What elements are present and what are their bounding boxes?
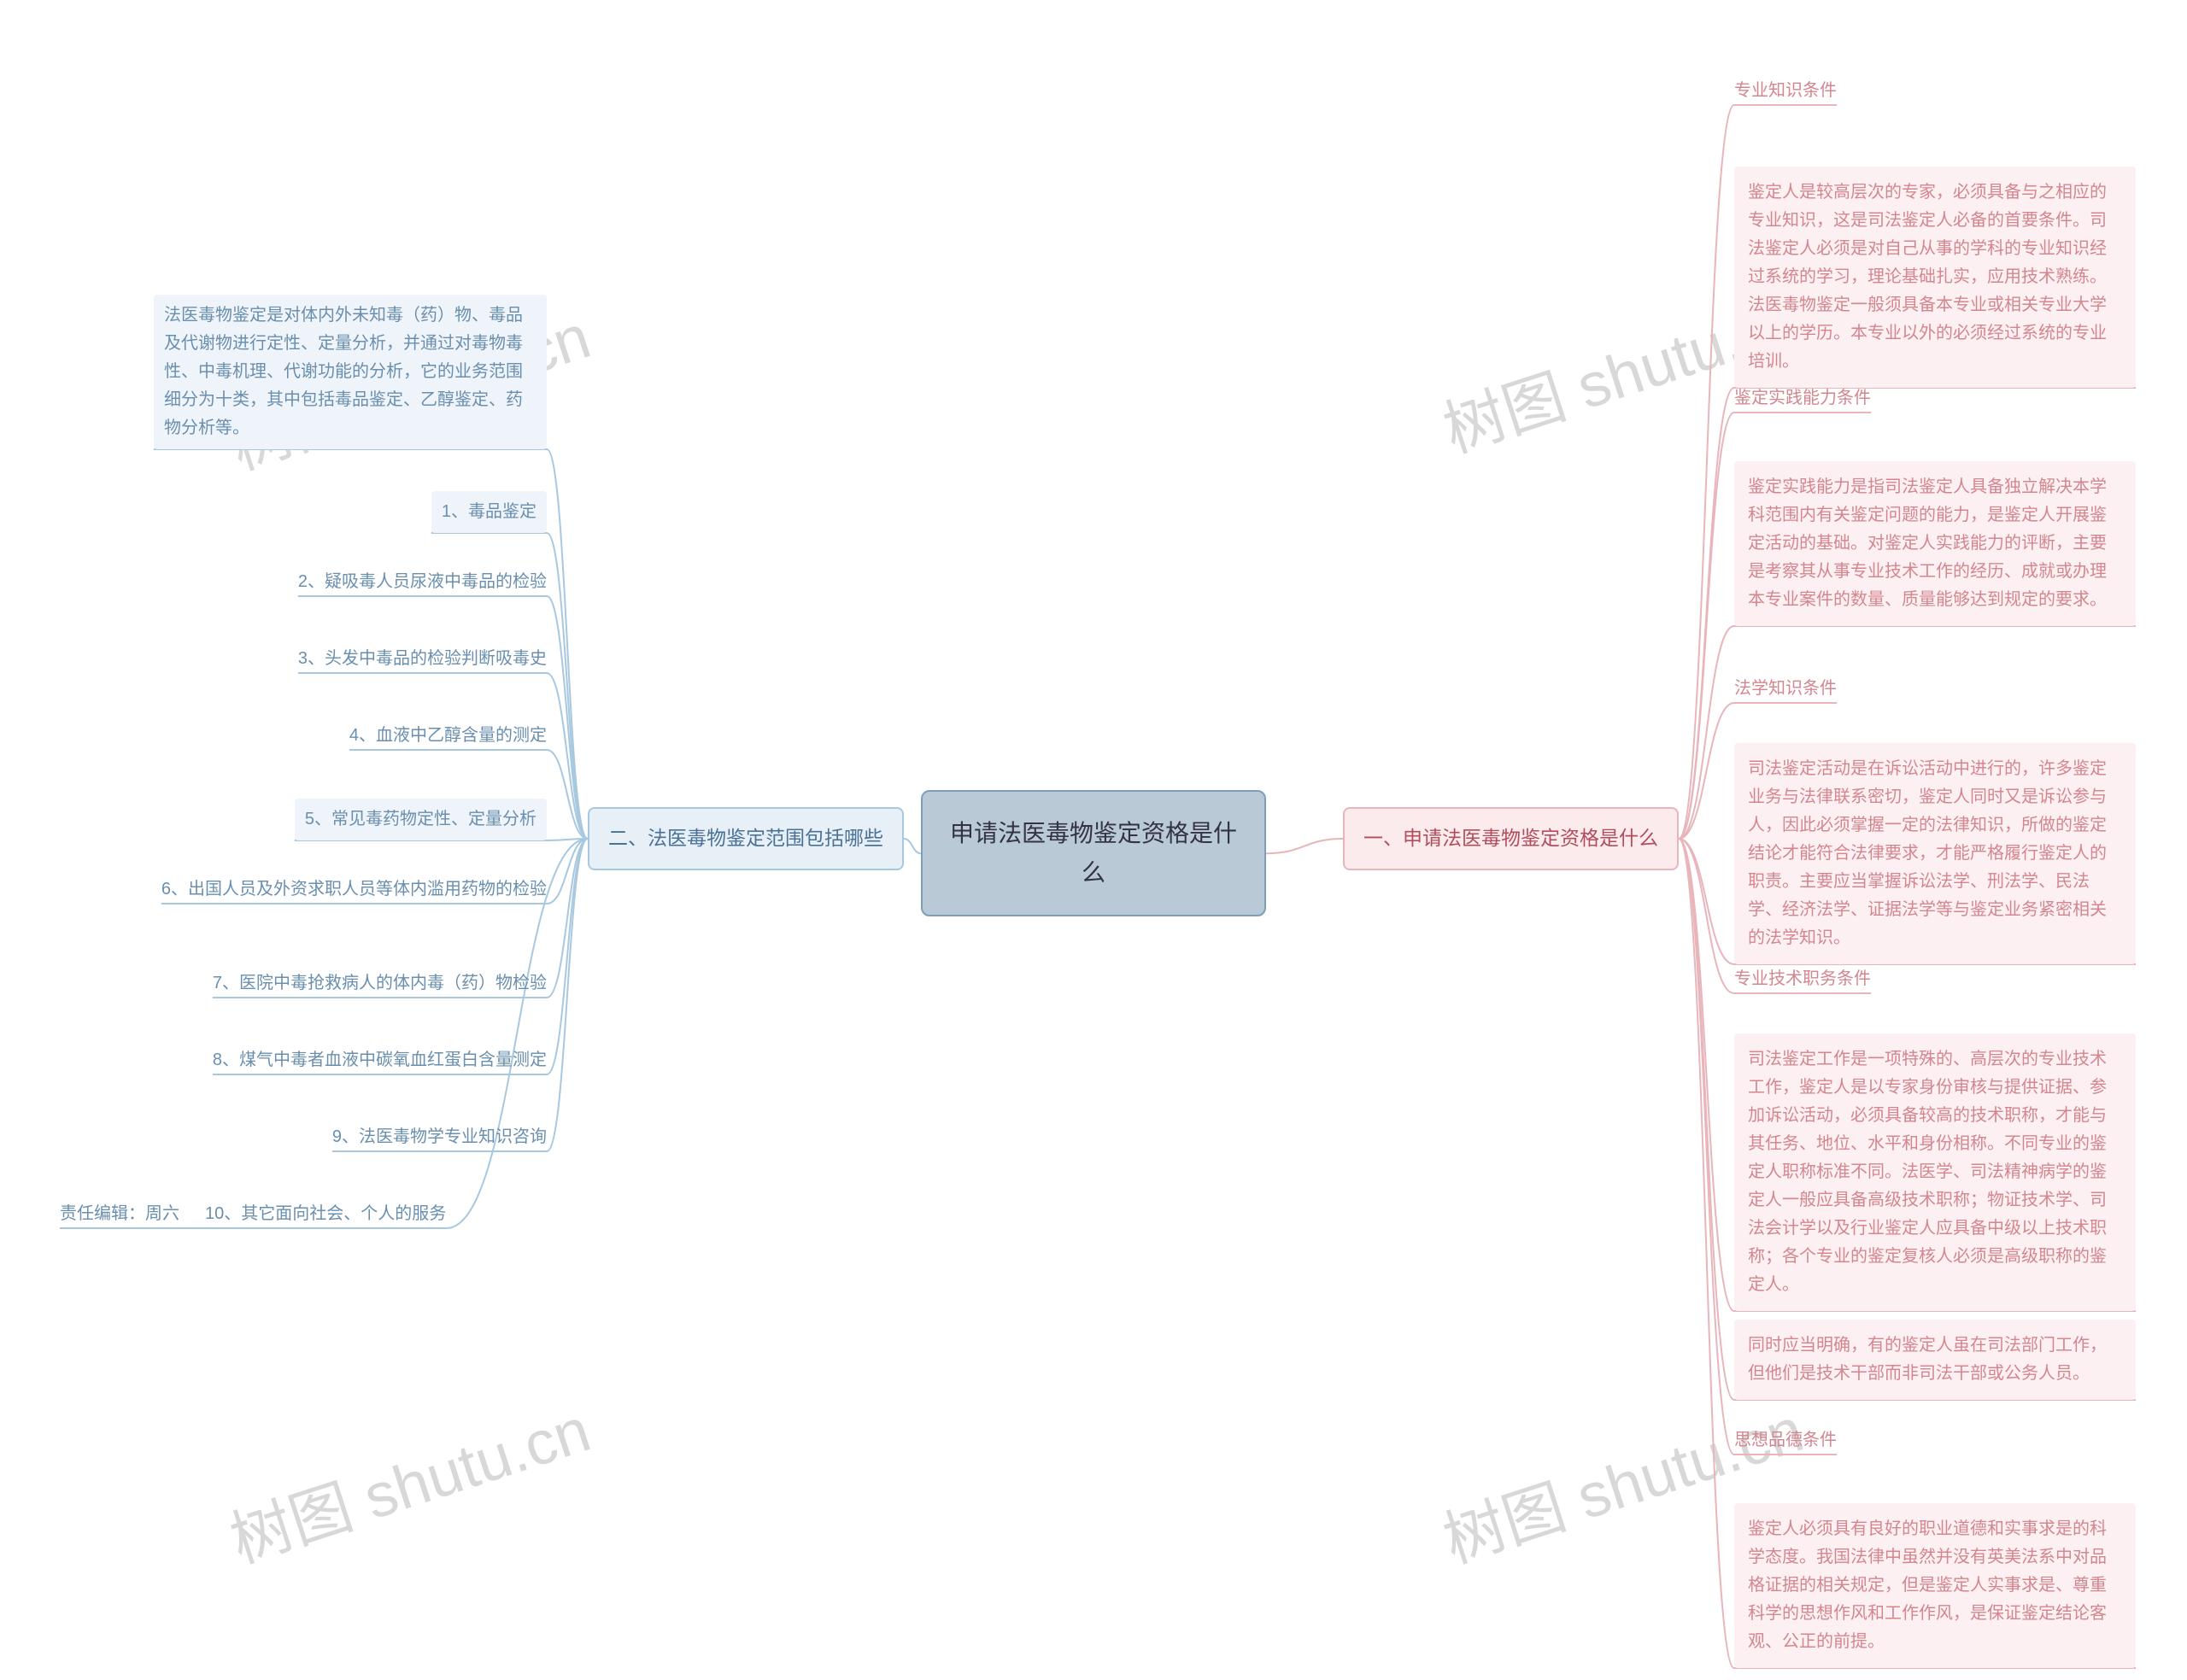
left-leaf[interactable]: 6、出国人员及外资求职人员等体内滥用药物的检验 <box>161 875 547 904</box>
left-leaf[interactable]: 法医毒物鉴定是对体内外未知毒（药）物、毒品及代谢物进行定性、定量分析，并通过对毒… <box>154 295 547 449</box>
right-leaf[interactable]: 思想品德条件 <box>1734 1426 1837 1455</box>
left-leaf[interactable]: 1、毒品鉴定 <box>431 491 547 533</box>
right-leaf[interactable]: 鉴定实践能力条件 <box>1734 384 1871 413</box>
left-leaf[interactable]: 3、头发中毒品的检验判断吸毒史 <box>298 645 547 673</box>
right-leaf[interactable]: 司法鉴定活动是在诉讼活动中进行的，许多鉴定业务与法律联系密切，鉴定人同时又是诉讼… <box>1734 743 2136 964</box>
left-leaf[interactable]: 8、煤气中毒者血液中碳氧血红蛋白含量测定 <box>213 1046 547 1074</box>
right-leaf[interactable]: 鉴定人必须具有良好的职业道德和实事求是的科学态度。我国法律中虽然并没有英美法系中… <box>1734 1503 2136 1668</box>
left-leaf[interactable]: 2、疑吸毒人员尿液中毒品的检验 <box>298 568 547 596</box>
left-leaf[interactable]: 责任编辑：周六10、其它面向社会、个人的服务 <box>60 1200 446 1228</box>
right-leaf[interactable]: 鉴定实践能力是指司法鉴定人具备独立解决本学科范围内有关鉴定问题的能力，是鉴定人开… <box>1734 461 2136 626</box>
branch-right[interactable]: 一、申请法医毒物鉴定资格是什么 <box>1343 807 1679 870</box>
right-leaf[interactable]: 鉴定人是较高层次的专家，必须具备与之相应的专业知识，这是司法鉴定人必备的首要条件… <box>1734 167 2136 388</box>
right-leaf[interactable]: 同时应当明确，有的鉴定人虽在司法部门工作，但他们是技术干部而非司法干部或公务人员… <box>1734 1320 2136 1400</box>
right-leaf[interactable]: 法学知识条件 <box>1734 675 1837 703</box>
left-leaf[interactable]: 4、血液中乙醇含量的测定 <box>349 722 547 750</box>
branch-left[interactable]: 二、法医毒物鉴定范围包括哪些 <box>588 807 904 870</box>
center-node[interactable]: 申请法医毒物鉴定资格是什么 <box>921 790 1266 916</box>
left-leaf[interactable]: 5、常见毒药物定性、定量分析 <box>295 799 547 840</box>
right-leaf[interactable]: 专业技术职务条件 <box>1734 965 1871 993</box>
right-leaf[interactable]: 司法鉴定工作是一项特殊的、高层次的专业技术工作，鉴定人是以专家身份审核与提供证据… <box>1734 1033 2136 1311</box>
left-leaf[interactable]: 9、法医毒物学专业知识咨询 <box>332 1123 547 1151</box>
watermark: 树图 shutu.cn <box>217 1379 599 1580</box>
right-leaf[interactable]: 专业知识条件 <box>1734 77 1837 105</box>
left-leaf[interactable]: 7、医院中毒抢救病人的体内毒（药）物检验 <box>213 969 547 998</box>
